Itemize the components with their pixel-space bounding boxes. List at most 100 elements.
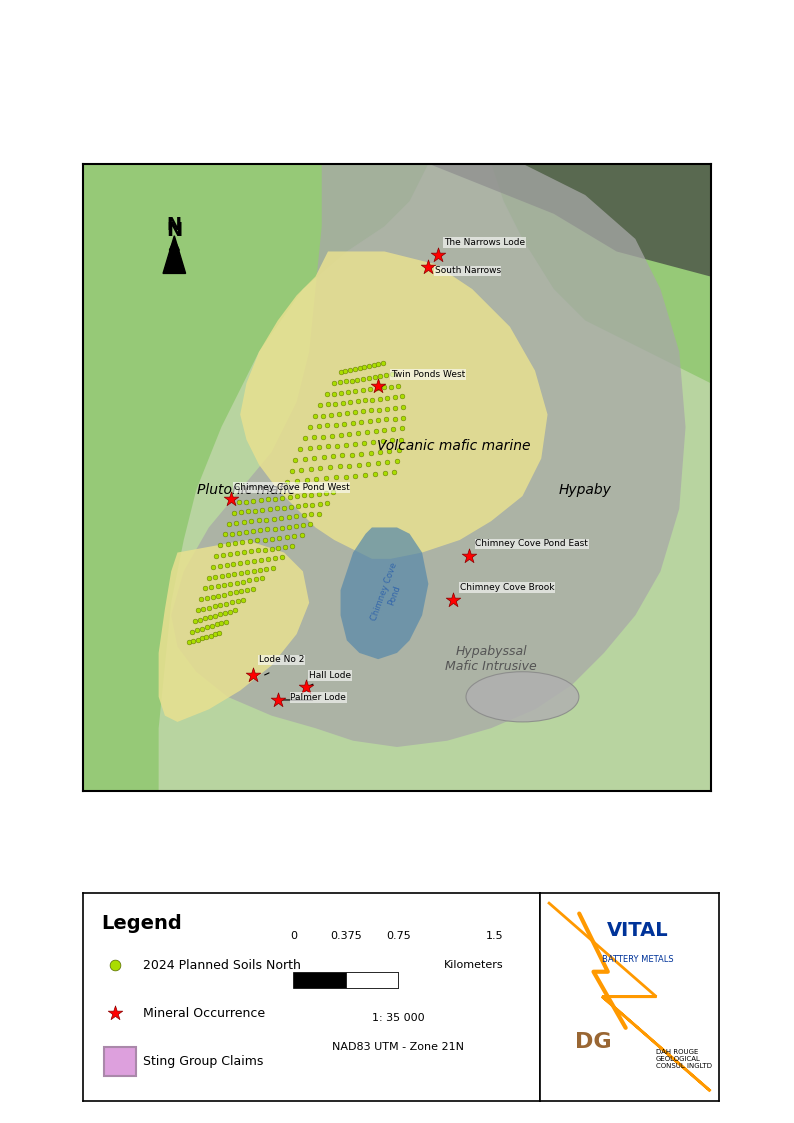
Text: Legend: Legend: [102, 914, 183, 932]
Point: [395, 419, 408, 437]
Point: [372, 454, 384, 472]
Point: [344, 360, 357, 378]
Point: [312, 485, 325, 503]
Point: [318, 448, 330, 466]
Point: [337, 414, 350, 432]
Point: [388, 389, 401, 407]
Point: [214, 596, 227, 614]
Point: [362, 455, 375, 473]
Point: [364, 444, 377, 462]
Point: [222, 536, 234, 554]
Point: [234, 554, 247, 572]
Point: [330, 437, 343, 455]
Point: [351, 371, 364, 389]
Point: [191, 621, 203, 639]
Point: [269, 549, 282, 567]
Point: [273, 529, 286, 547]
Point: [322, 438, 334, 456]
Point: [380, 410, 393, 428]
Point: [299, 496, 312, 514]
Point: [363, 357, 376, 375]
Point: [386, 365, 399, 383]
Point: [224, 546, 237, 564]
Text: 0: 0: [290, 931, 297, 941]
Point: [373, 390, 386, 408]
Point: [224, 584, 237, 602]
Point: [225, 593, 238, 611]
Point: [261, 491, 274, 509]
Point: [279, 538, 291, 556]
FancyBboxPatch shape: [346, 971, 399, 988]
Point: [214, 536, 226, 554]
Text: Twin Ponds West: Twin Ponds West: [391, 369, 465, 378]
Point: [183, 633, 195, 651]
Point: [389, 399, 402, 417]
Point: [283, 518, 295, 536]
Point: [368, 368, 381, 386]
Point: [368, 465, 381, 483]
Point: [220, 612, 233, 630]
Point: [289, 450, 302, 468]
Point: [294, 440, 306, 458]
Point: [267, 558, 279, 576]
Point: [339, 467, 352, 485]
Point: [247, 522, 260, 540]
Point: [247, 492, 260, 510]
Point: [463, 547, 476, 565]
Point: [337, 394, 349, 412]
Point: [233, 523, 245, 541]
Point: [349, 403, 362, 421]
Point: [340, 373, 353, 391]
Point: [374, 367, 387, 385]
Point: [236, 533, 249, 551]
Point: [297, 517, 310, 535]
Point: [286, 537, 299, 555]
Point: [295, 462, 307, 480]
Polygon shape: [159, 540, 309, 722]
FancyBboxPatch shape: [293, 971, 399, 988]
Point: [256, 569, 268, 587]
Point: [206, 558, 219, 576]
Point: [300, 471, 313, 489]
Point: [369, 422, 382, 440]
Point: [237, 513, 250, 531]
Point: [320, 469, 333, 487]
Point: [299, 450, 311, 468]
Point: [246, 666, 259, 684]
Point: [358, 358, 371, 376]
Point: [357, 369, 369, 387]
Point: [422, 258, 435, 276]
Point: [220, 556, 233, 574]
Point: [195, 590, 208, 608]
Point: [291, 487, 303, 505]
Point: [344, 393, 357, 411]
Point: [240, 523, 252, 541]
Point: [367, 433, 380, 451]
Point: [220, 594, 233, 612]
Text: Mineral Occurrence: Mineral Occurrence: [143, 1007, 265, 1020]
Point: [230, 574, 243, 592]
Point: [343, 457, 356, 475]
Point: [381, 453, 394, 471]
Point: [328, 384, 341, 402]
Point: [339, 362, 352, 380]
Point: [312, 504, 325, 522]
Point: [297, 506, 310, 524]
Point: [197, 600, 210, 618]
Point: [264, 500, 276, 518]
Point: [210, 547, 222, 565]
Point: [349, 360, 361, 378]
Point: [231, 592, 244, 610]
Point: [210, 615, 223, 633]
Point: [290, 517, 303, 535]
Point: [322, 395, 334, 413]
Point: [202, 568, 215, 586]
Point: [333, 405, 345, 423]
Point: [385, 431, 398, 449]
Point: [346, 414, 359, 432]
Point: [335, 384, 348, 402]
Point: [381, 400, 394, 418]
Point: [209, 606, 222, 624]
Point: [265, 539, 278, 557]
Point: [304, 515, 317, 533]
